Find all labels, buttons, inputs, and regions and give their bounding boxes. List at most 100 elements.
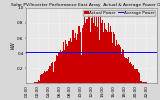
Bar xyxy=(133,65,134,83)
Bar xyxy=(72,30,73,83)
Bar xyxy=(63,42,64,83)
Bar xyxy=(114,34,115,83)
Bar xyxy=(89,16,90,83)
Title: Solar PV/Inverter Performance East Array  Actual & Average Power Output: Solar PV/Inverter Performance East Array… xyxy=(11,3,160,7)
Bar xyxy=(34,82,35,83)
Bar xyxy=(40,75,41,83)
Bar xyxy=(94,10,95,83)
Bar xyxy=(75,33,76,83)
Bar xyxy=(56,55,57,83)
Bar xyxy=(131,64,132,83)
Bar xyxy=(146,82,147,83)
Bar xyxy=(58,53,59,83)
Bar xyxy=(99,40,100,83)
Bar xyxy=(105,29,106,83)
Bar xyxy=(85,23,86,83)
Bar xyxy=(65,40,66,83)
Bar xyxy=(124,57,125,83)
Bar xyxy=(127,59,128,83)
Bar xyxy=(97,27,98,83)
Bar xyxy=(66,44,67,83)
Bar xyxy=(68,41,69,83)
Bar xyxy=(112,43,113,83)
Bar xyxy=(39,81,40,83)
Bar xyxy=(46,71,47,83)
Bar xyxy=(87,19,88,83)
Bar xyxy=(128,57,129,83)
Bar xyxy=(86,19,87,83)
Bar xyxy=(118,44,119,83)
Bar xyxy=(92,10,93,83)
Bar xyxy=(113,32,114,83)
Bar xyxy=(122,49,123,83)
Bar xyxy=(139,73,140,83)
Bar xyxy=(125,58,126,83)
Bar xyxy=(74,38,75,83)
Bar xyxy=(123,50,124,83)
Bar xyxy=(117,45,118,83)
Bar xyxy=(116,40,117,83)
Bar xyxy=(48,69,49,83)
Bar xyxy=(44,71,45,83)
Bar xyxy=(52,62,53,83)
Bar xyxy=(132,66,133,83)
Bar xyxy=(135,69,136,83)
Bar xyxy=(104,23,105,83)
Bar xyxy=(144,82,145,83)
Bar xyxy=(93,23,94,83)
Bar xyxy=(45,72,46,83)
Bar xyxy=(55,61,56,83)
Bar xyxy=(145,82,146,83)
Bar xyxy=(64,50,65,83)
Bar xyxy=(76,40,77,83)
Bar xyxy=(88,11,89,83)
Bar xyxy=(103,32,104,83)
Bar xyxy=(62,52,63,83)
Bar xyxy=(138,72,139,83)
Bar xyxy=(110,26,111,83)
Bar xyxy=(71,42,72,83)
Bar xyxy=(107,32,108,83)
Bar xyxy=(136,69,137,83)
Bar xyxy=(109,32,110,83)
Bar xyxy=(53,72,54,83)
Bar xyxy=(134,69,135,83)
Bar xyxy=(60,50,61,83)
Bar xyxy=(100,14,101,83)
Bar xyxy=(95,26,96,83)
Bar xyxy=(98,16,99,83)
Bar xyxy=(70,38,71,83)
Bar xyxy=(59,52,60,83)
Bar xyxy=(37,82,38,83)
Bar xyxy=(101,23,102,83)
Bar xyxy=(69,41,70,83)
Bar xyxy=(51,64,52,83)
Bar xyxy=(108,23,109,83)
Bar xyxy=(42,74,43,83)
Bar xyxy=(111,32,112,83)
Bar xyxy=(67,46,68,83)
Y-axis label: kW: kW xyxy=(11,42,16,49)
Bar xyxy=(78,26,79,83)
Bar xyxy=(102,20,103,83)
Bar xyxy=(82,28,83,83)
Bar xyxy=(35,82,36,83)
Bar xyxy=(43,73,44,83)
Bar xyxy=(38,80,39,83)
Bar xyxy=(129,63,130,83)
Bar xyxy=(137,69,138,83)
Bar xyxy=(126,58,127,83)
Bar xyxy=(119,45,120,83)
Bar xyxy=(73,30,74,83)
Bar xyxy=(57,56,58,83)
Legend: Actual Power, Average Power: Actual Power, Average Power xyxy=(83,10,155,16)
Bar xyxy=(47,71,48,83)
Bar xyxy=(115,46,116,83)
Bar xyxy=(130,62,131,83)
Bar xyxy=(90,32,91,83)
Bar xyxy=(84,17,85,83)
Bar xyxy=(121,54,122,83)
Bar xyxy=(106,30,107,83)
Bar xyxy=(79,26,80,83)
Bar xyxy=(140,81,141,83)
